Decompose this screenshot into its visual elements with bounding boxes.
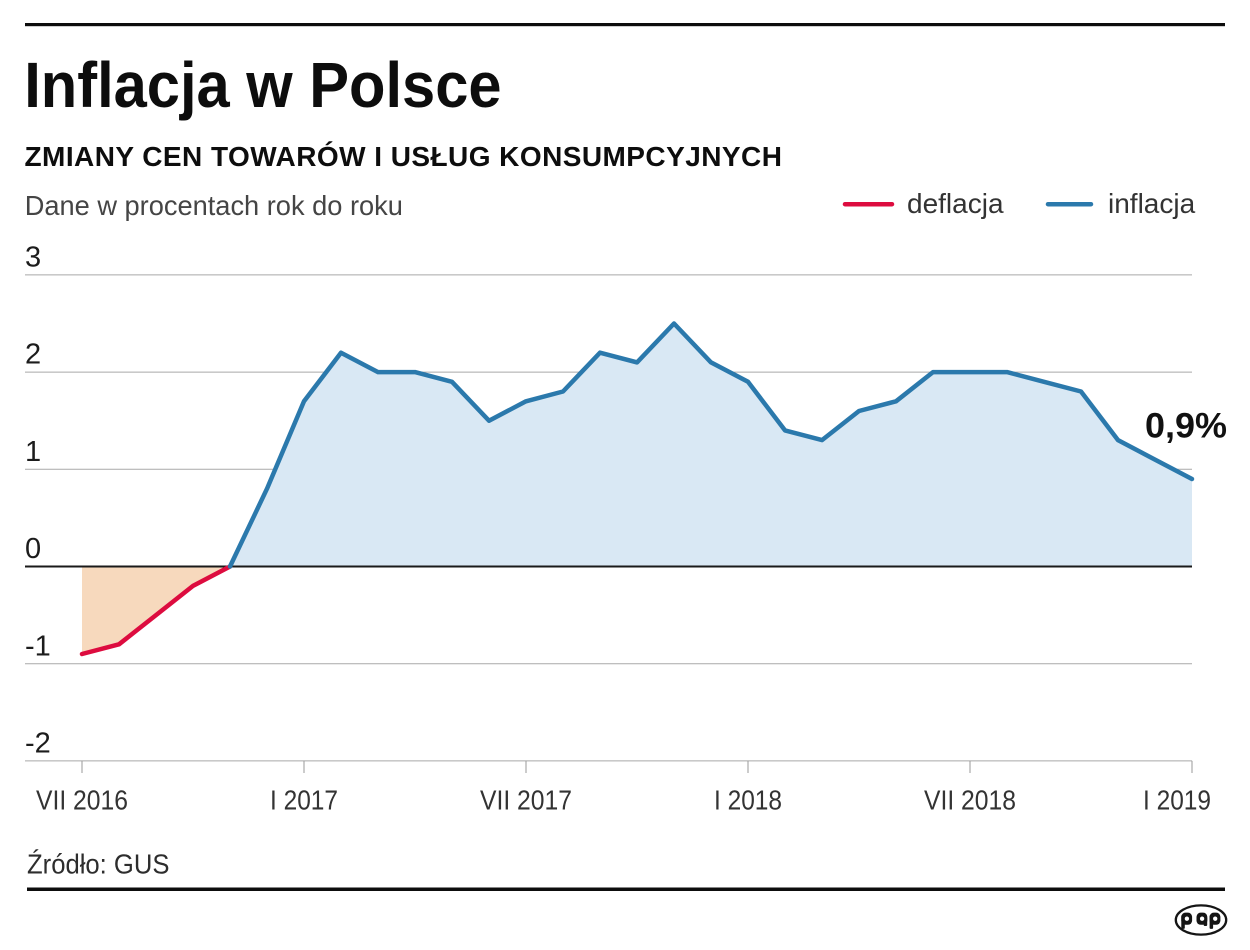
svg-text:I 2018: I 2018 — [714, 785, 782, 816]
svg-text:Inflacja w Polsce: Inflacja w Polsce — [24, 50, 501, 121]
svg-text:-2: -2 — [25, 728, 51, 760]
svg-text:Dane w procentach rok do roku: Dane w procentach rok do roku — [25, 190, 403, 221]
svg-text:0: 0 — [25, 533, 41, 565]
svg-text:3: 3 — [25, 242, 41, 274]
svg-text:VII 2018: VII 2018 — [924, 785, 1016, 816]
svg-text:I 2017: I 2017 — [270, 785, 338, 816]
svg-text:VII 2016: VII 2016 — [36, 785, 128, 816]
svg-text:1: 1 — [25, 436, 41, 468]
svg-text:VII 2017: VII 2017 — [480, 785, 572, 816]
svg-text:2: 2 — [25, 339, 41, 371]
svg-text:ZMIANY CEN TOWARÓW I USŁUG KON: ZMIANY CEN TOWARÓW I USŁUG KONSUMPCYJNYC… — [25, 141, 783, 172]
svg-text:inflacja: inflacja — [1108, 188, 1196, 219]
svg-text:Źródło: GUS: Źródło: GUS — [27, 849, 170, 880]
svg-text:-1: -1 — [25, 630, 51, 662]
svg-text:0,9%: 0,9% — [1145, 407, 1227, 446]
svg-text:I 2019: I 2019 — [1143, 785, 1211, 816]
svg-text:deflacja: deflacja — [907, 188, 1004, 219]
